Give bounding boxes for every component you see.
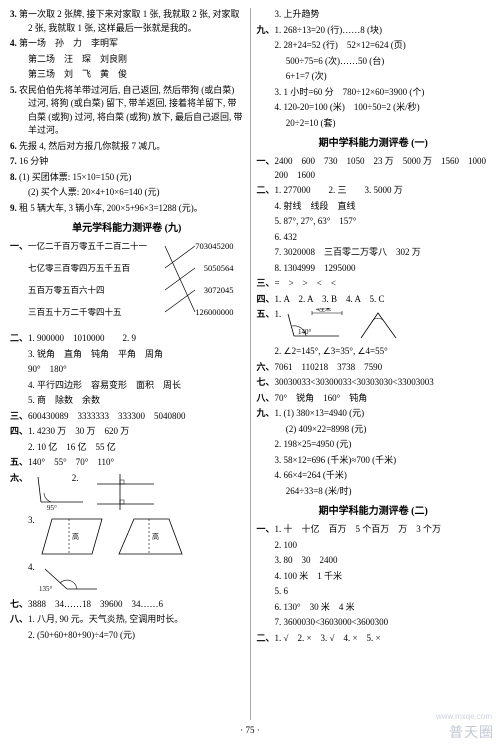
m1-8: 八、70° 锐角 160° 钝角	[257, 392, 491, 406]
sec8-r0: 八、1. 八月, 90 元。天气炎热, 空调用时长。	[10, 613, 244, 627]
svg-text:95°: 95°	[47, 504, 57, 512]
m1-2-r0: 二、1. 277000 2. 三 3. 5000 万	[257, 184, 491, 198]
m1-2-r5: 8. 1304999 1295000	[257, 262, 491, 276]
sec6-r3: 4. 135°	[10, 561, 244, 596]
sec9-r1: 2. 28+24=52 (行) 52×12=624 (页)	[257, 39, 491, 53]
m1-3: 三、= > > < <	[257, 277, 491, 291]
mid1-title: 期中学科能力测评卷 (一)	[257, 136, 491, 151]
item-7: 7. 16 分钟	[10, 155, 244, 169]
m1-6: 六、7061 110218 3738 7590	[257, 361, 491, 375]
m2-1-r1: 2. 100	[257, 539, 491, 553]
sec1: 一、 一亿二千百万零五千二百二十一 七亿零三百零四万五千五百 五百万零五百六十四…	[10, 240, 244, 330]
sec2-r0: 二、1. 900000 1010000 2. 9	[10, 332, 244, 346]
item-5: 5. 农民伯伯先将羊带过河后, 自己返回, 然后带狗 (或白菜) 过河, 将狗 …	[10, 84, 244, 138]
sec3: 三、600430089 3333333 333300 5040800	[10, 410, 244, 424]
m2-1-r4: 5. 6	[257, 585, 491, 599]
item-6: 6. 先报 4, 然后对方报几你就报 7 减几。	[10, 140, 244, 154]
fig-trapezoid: 高	[114, 514, 189, 559]
m1-9-r4: 4. 66×4=264 (千米)	[257, 469, 491, 483]
fig-angle-140: 140° 4厘米	[284, 308, 354, 343]
m1-7: 七、30030033<30300033<30303030<33003003	[257, 376, 491, 390]
svg-text:140°: 140°	[298, 328, 312, 336]
sec9-r6: 20÷2=10 (套)	[257, 117, 491, 131]
unit9-title: 单元学科能力测评卷 (九)	[10, 221, 244, 236]
watermark: 普天圈	[449, 722, 494, 743]
svg-text:135°: 135°	[39, 585, 53, 593]
fig-perp	[92, 472, 157, 512]
sec9-r3: 6+1=7 (次)	[257, 70, 491, 84]
sec2-r3: 4. 平行四边形 容易变形 面积 周长	[10, 379, 244, 393]
sec2-r2: 90° 180°	[10, 363, 244, 377]
m2-1-r6: 7. 3600030<3603000<3600300	[257, 616, 491, 630]
left-column: 3. 第一次取 2 张牌, 接下来对家取 1 张, 我就取 2 张, 对家取 2…	[6, 8, 248, 720]
fig-angle-95: 95°	[33, 472, 88, 512]
m2-2: 二、1. √ 2. × 3. √ 4. × 5. ×	[257, 632, 491, 646]
item-3: 3. 第一次取 2 张牌, 接下来对家取 1 张, 我就取 2 张, 对家取 2…	[10, 8, 244, 35]
sec6-r2: 3. 高 高	[10, 514, 244, 559]
m1-9-r5: 264÷33=8 (米/时)	[257, 485, 491, 499]
sec9-r4: 3. 1 小时=60 分 780÷12×60=3900 (个)	[257, 86, 491, 100]
fig-angle-mark	[356, 308, 406, 343]
m1-9-r2: 2. 198×25=4950 (元)	[257, 438, 491, 452]
m1-9-r1: (2) 409×22=8998 (元)	[257, 423, 491, 437]
m1-9-r0: 九、1. (1) 380×13=4940 (元)	[257, 407, 491, 421]
sec4-r0: 四、1. 4230 万 30 万 620 万	[10, 425, 244, 439]
m2-1-r2: 3. 80 30 2400	[257, 554, 491, 568]
item-4: 4. 第一场 孙 力 李明军	[10, 37, 244, 51]
svg-text:高: 高	[72, 532, 79, 541]
m1-5-r2: 2. ∠2=145°, ∠3=35°, ∠4=55°	[257, 345, 491, 359]
sec9-r2: 500÷75=6 (次)……50 (台)	[257, 55, 491, 69]
svg-text:4厘米: 4厘米	[316, 308, 331, 313]
item-8: 8. (1) 买团体票: 15×10=150 (元)	[10, 171, 244, 185]
sec9-r5: 4. 120-20=100 (米) 100÷50=2 (米/秒)	[257, 101, 491, 115]
m2-1-r5: 6. 130° 30 米 4 米	[257, 601, 491, 615]
item-9: 9. 租 5 辆大车, 3 辆小车, 200×5+96×3=1288 (元)。	[10, 202, 244, 216]
m1-2-r4: 7. 3020008 三百零二万零八 302 万	[257, 246, 491, 260]
right-column: 3. 上升趋势 九、1. 268÷13=20 (行)……8 (块) 2. 28+…	[253, 8, 495, 720]
fig-angle-135: 135°	[37, 561, 102, 596]
page-number: · 75 ·	[0, 724, 500, 738]
top3: 3. 上升趋势	[257, 8, 491, 22]
mid2-title: 期中学科能力测评卷 (二)	[257, 504, 491, 519]
m1-2-r3: 6. 432	[257, 231, 491, 245]
m1-9-r3: 3. 58×12=696 (千米)≈700 (千米)	[257, 454, 491, 468]
m1-4: 四、1. A 2. A 3. B 4. A 5. C	[257, 293, 491, 307]
sec5: 五、140° 55° 70° 110°	[10, 456, 244, 470]
m1-2-r2: 5. 87°, 27°, 63° 157°	[257, 215, 491, 229]
fig-parallelogram: 高	[37, 514, 112, 559]
item-8-l2: (2) 买个人票: 20×4+10×6=140 (元)	[10, 186, 244, 200]
m2-1-r0: 一、1. 十 十亿 百万 5 个百万 万 3 个万	[257, 523, 491, 537]
sec6: 六、 1. 95° 2.	[10, 472, 244, 512]
svg-text:高: 高	[152, 532, 159, 541]
sec2-r1: 3. 锐角 直角 钝角 平角 周角	[10, 348, 244, 362]
item-4-l3: 第三场 刘 飞 黄 俊	[10, 68, 244, 82]
m1-5: 五、1. 140° 4厘米	[257, 308, 491, 343]
m2-1-r3: 4. 100 米 1 千米	[257, 570, 491, 584]
m1-1: 一、2400 600 730 1050 23 万 5000 万 1560 100…	[257, 155, 491, 182]
sec4-r1: 2. 10 亿 16 亿 55 亿	[10, 441, 244, 455]
item-4-l2: 第二场 汪 琛 刘良刚	[10, 53, 244, 67]
sec8-r1: 2. (50+60+80+90)÷4=70 (元)	[10, 629, 244, 643]
column-divider	[250, 8, 251, 720]
sec9-r0: 九、1. 268÷13=20 (行)……8 (块)	[257, 24, 491, 38]
m1-2-r1: 4. 射线 线段 直线	[257, 200, 491, 214]
sec2-r4: 5. 商 除数 余数	[10, 394, 244, 408]
connect-lines	[10, 240, 244, 330]
sec7: 七、3888 34……18 39600 34……6	[10, 598, 244, 612]
